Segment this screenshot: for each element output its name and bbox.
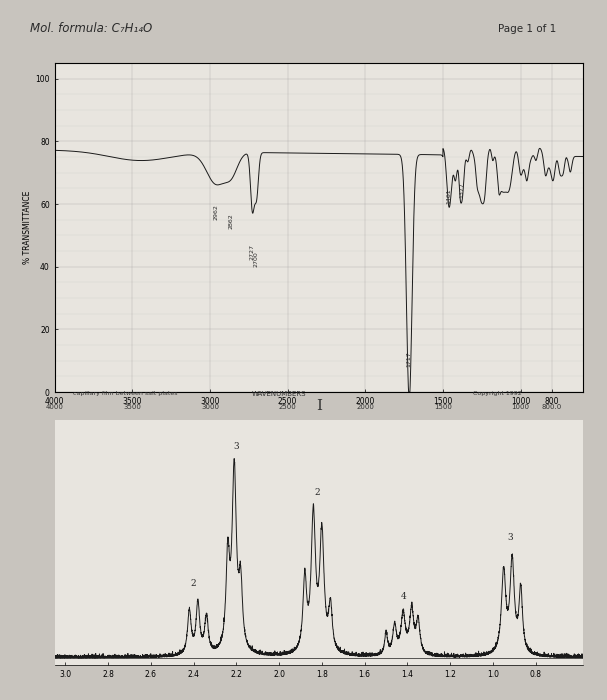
Y-axis label: % TRANSMITTANCE: % TRANSMITTANCE (24, 191, 33, 264)
Text: Copyright 1992: Copyright 1992 (473, 391, 522, 396)
Text: 1377: 1377 (459, 182, 464, 197)
Text: 4000: 4000 (46, 404, 64, 410)
Text: I: I (316, 398, 322, 412)
Text: capillary film between salt plates: capillary film between salt plates (73, 391, 177, 396)
Text: 2000: 2000 (356, 404, 374, 410)
Text: 1461: 1461 (447, 188, 452, 204)
Text: 1500: 1500 (434, 404, 452, 410)
Text: 1000: 1000 (512, 404, 529, 410)
Text: 3500: 3500 (123, 404, 141, 410)
Text: 2862: 2862 (229, 214, 234, 229)
Text: 2700: 2700 (253, 251, 258, 267)
Text: WAVENUMBERS: WAVENUMBERS (252, 391, 307, 396)
Text: 2727: 2727 (249, 244, 254, 260)
Text: 2500: 2500 (279, 404, 296, 410)
Text: 3000: 3000 (201, 404, 219, 410)
Text: Page 1 of 1: Page 1 of 1 (498, 24, 556, 34)
Text: 4: 4 (400, 592, 406, 601)
Text: 1717: 1717 (407, 351, 412, 367)
Text: 2962: 2962 (213, 204, 219, 220)
Text: 800.0: 800.0 (541, 404, 562, 410)
Text: 3: 3 (507, 533, 513, 542)
Text: 2: 2 (315, 488, 320, 497)
Text: Mol. formula: C₇H₁₄O: Mol. formula: C₇H₁₄O (30, 22, 152, 35)
Text: 3: 3 (234, 442, 239, 452)
Text: 2: 2 (191, 579, 197, 587)
